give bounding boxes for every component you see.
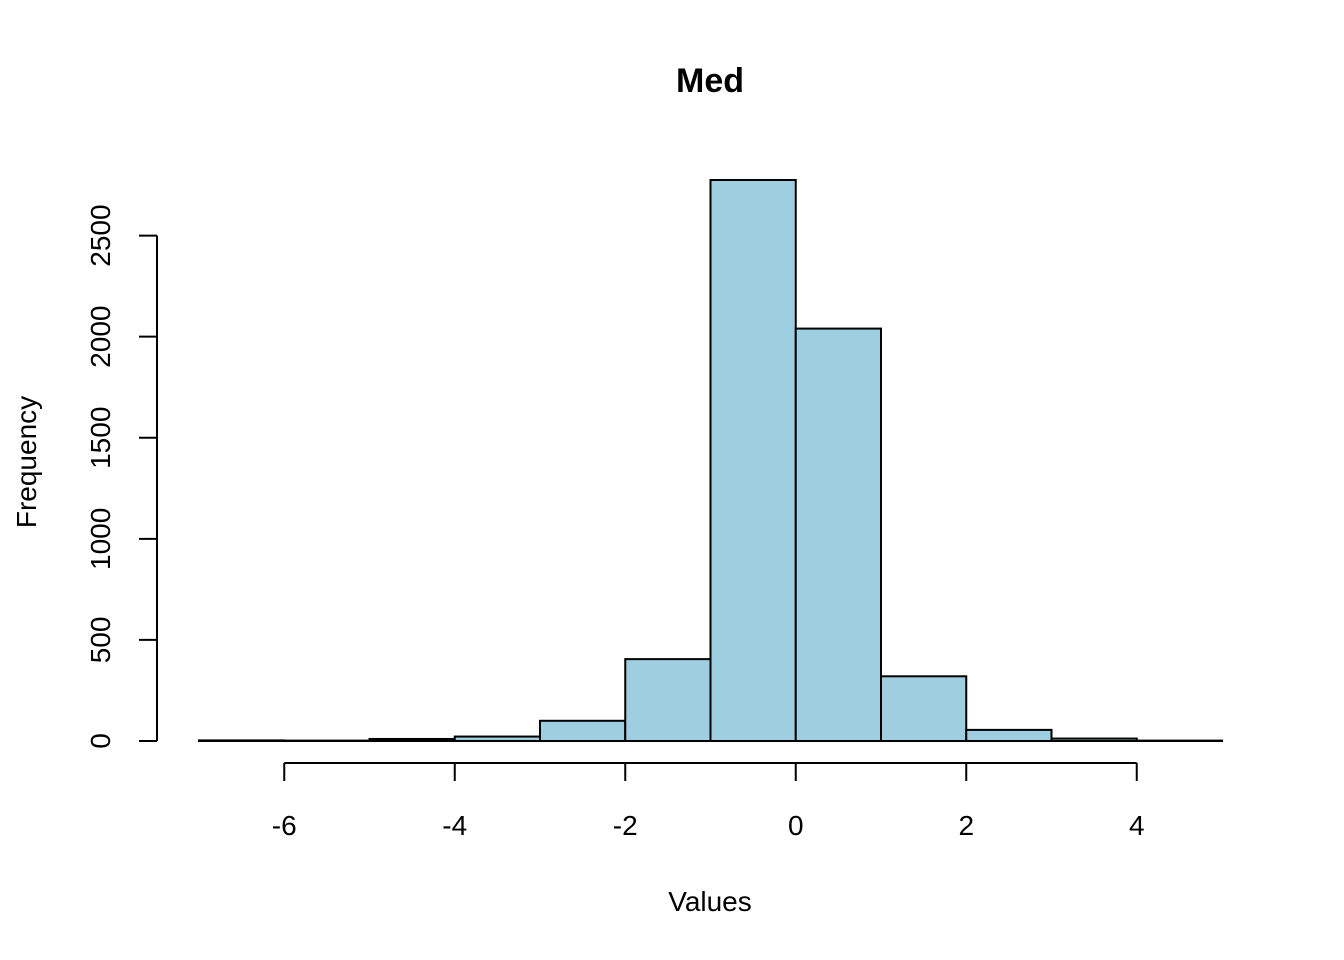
histogram-bar-6 bbox=[709, 179, 797, 742]
x-tick-label-2: -2 bbox=[613, 810, 638, 841]
x-tick-label-0: -6 bbox=[272, 810, 297, 841]
x-tick-label-5: 4 bbox=[1129, 810, 1145, 841]
x-tick-label-1: -4 bbox=[442, 810, 467, 841]
histogram-bar-10 bbox=[1050, 737, 1138, 742]
y-axis-label: Frequency bbox=[11, 396, 42, 528]
y-tick-label-1: 500 bbox=[85, 617, 116, 664]
histogram-bar-5 bbox=[624, 658, 712, 743]
y-tick-label-3: 1500 bbox=[85, 407, 116, 469]
y-tick-label-4: 2000 bbox=[85, 306, 116, 368]
histogram-bar-4 bbox=[539, 719, 627, 743]
y-axis: 0 500 1000 1500 2000 2500 bbox=[85, 204, 158, 749]
bars bbox=[198, 179, 1223, 743]
x-axis-label: Values bbox=[668, 886, 752, 917]
x-tick-label-4: 2 bbox=[958, 810, 974, 841]
chart-title: Med bbox=[676, 62, 744, 100]
histogram-bar-2 bbox=[368, 737, 456, 743]
x-axis: -6 -4 -2 0 2 4 bbox=[272, 762, 1145, 841]
x-tick-label-3: 0 bbox=[788, 810, 804, 841]
histogram-bar-7 bbox=[794, 327, 882, 742]
y-tick-label-5: 2500 bbox=[85, 204, 116, 266]
histogram-bar-3 bbox=[453, 735, 541, 742]
histogram-bar-8 bbox=[880, 675, 968, 742]
y-tick-label-0: 0 bbox=[85, 733, 116, 749]
y-tick-label-2: 1000 bbox=[85, 508, 116, 570]
histogram-bar-0 bbox=[198, 739, 286, 742]
histogram-bar-9 bbox=[965, 728, 1053, 743]
